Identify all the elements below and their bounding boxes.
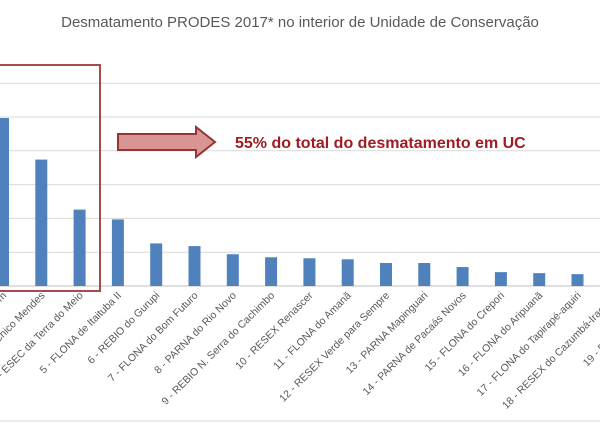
bar — [380, 263, 392, 286]
bar — [418, 263, 431, 286]
bars — [0, 118, 584, 286]
bar — [265, 257, 278, 286]
x-tick-label: 6 - REBIO do Gurupi — [85, 290, 162, 367]
bar — [73, 209, 86, 286]
bar — [571, 274, 584, 286]
bar — [303, 258, 316, 286]
bar — [35, 159, 48, 286]
bar — [341, 259, 354, 286]
highlight-box — [0, 64, 101, 292]
bar — [494, 272, 507, 286]
bar — [533, 273, 546, 286]
chart-title: Desmatamento PRODES 2017* no interior de… — [61, 14, 539, 31]
arrow-right-icon — [117, 124, 217, 160]
bar — [226, 254, 239, 286]
gridlines — [0, 82, 600, 287]
annotation-text: 55% do total do desmatamento em UC — [235, 135, 526, 152]
bar — [150, 243, 163, 286]
bar — [0, 118, 9, 286]
bar — [456, 267, 469, 286]
bar — [188, 246, 201, 286]
x-tick-labels: 2 - FLONA do Jamanxim3 - RESEX Chico Men… — [0, 289, 600, 411]
bar — [111, 219, 124, 286]
